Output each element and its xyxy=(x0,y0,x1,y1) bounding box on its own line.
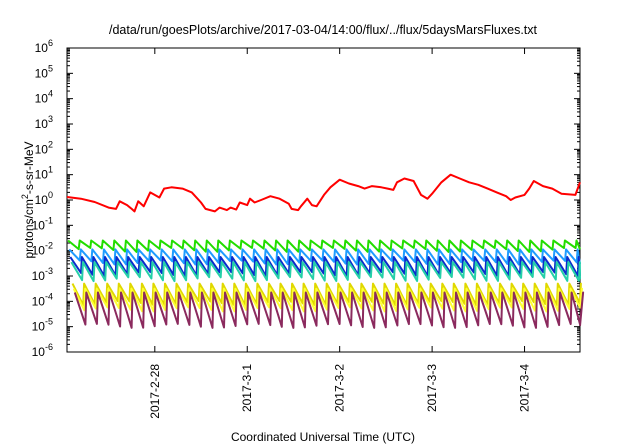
y-tick-label: 103 xyxy=(35,114,53,131)
y-tick-label: 105 xyxy=(35,63,53,80)
x-tick-label: 2017-3-1 xyxy=(240,364,254,412)
series-line xyxy=(66,173,581,213)
series-line xyxy=(71,282,582,307)
x-tick-label: 2017-3-4 xyxy=(518,364,532,412)
y-tick-label: 10-1 xyxy=(32,215,53,232)
chart-title: /data/run/goesPlots/archive/2017-03-04/1… xyxy=(109,23,538,37)
y-label-suffix: -s-sr-MeV xyxy=(22,141,36,194)
y-tick-label: 101 xyxy=(35,165,53,182)
y-tick-label: 10-2 xyxy=(32,241,53,258)
y-label-prefix: protons/cm xyxy=(22,199,36,258)
x-tick-label: 2017-3-3 xyxy=(425,364,439,412)
y-tick-label: 104 xyxy=(35,89,53,106)
y-tick-label: 10-4 xyxy=(32,291,53,308)
series-line xyxy=(68,248,581,266)
series-line xyxy=(73,291,585,329)
y-axis-label: protons/cm2-s-sr-MeV xyxy=(20,141,36,258)
x-tick-label: 2017-2-28 xyxy=(148,364,162,419)
y-tick-label: 102 xyxy=(35,139,53,156)
y-tick-label: 106 xyxy=(35,38,53,55)
series-line xyxy=(69,256,581,277)
x-axis-label: Coordinated Universal Time (UTC) xyxy=(231,430,415,444)
x-axis: 2017-2-28 2017-3-1 2017-3-2 2017-3-3 2017-3-… xyxy=(148,48,532,419)
y-tick-label: 100 xyxy=(35,190,53,207)
x-tick-label: 2017-3-2 xyxy=(333,364,347,412)
series-layer xyxy=(66,173,585,329)
y-axis: 10-6 10-5 10-4 10-3 10-2 10-1 100 101 102 103 104 1… xyxy=(32,38,580,359)
y-tick-label: 10-3 xyxy=(32,266,53,283)
series-line xyxy=(67,239,581,253)
y-tick-label: 10-5 xyxy=(32,317,53,334)
y-label-superscript: 2 xyxy=(20,194,30,199)
y-tick-label: 10-6 xyxy=(32,342,53,359)
series-line xyxy=(70,261,581,283)
